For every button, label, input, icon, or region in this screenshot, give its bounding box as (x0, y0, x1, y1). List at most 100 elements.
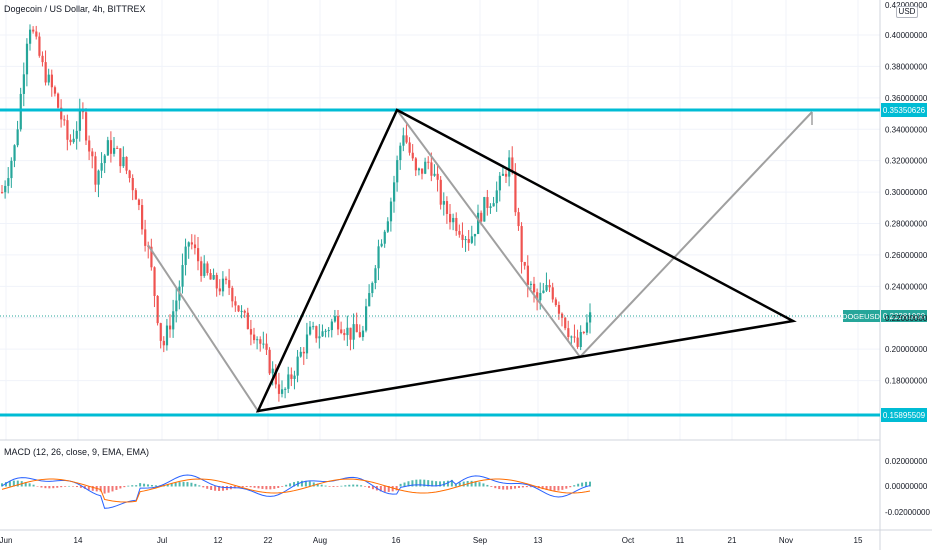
candle-body (268, 349, 271, 374)
candle-body (29, 29, 32, 44)
triangle-pattern (255, 108, 797, 413)
macd-hist-bar (150, 484, 153, 487)
candle-body (78, 110, 81, 131)
macd-hist-bar (541, 486, 544, 490)
candle-body (355, 324, 358, 333)
price-tick-label: 0.42000000 (885, 1, 928, 10)
macd-hist-bar (139, 483, 142, 487)
candle-body (50, 74, 53, 88)
macd-hist-bar (202, 486, 205, 488)
macd-hist-bar (210, 486, 213, 490)
macd-hist-bar (233, 486, 236, 489)
candle-body (131, 178, 134, 191)
candle-body (501, 173, 505, 176)
candle-body (19, 93, 22, 130)
macd-hist-bar (111, 486, 114, 492)
candle-body (495, 190, 498, 204)
candle-body (408, 142, 411, 153)
time-tick-label: Sep (473, 536, 488, 545)
macd-hist-bar (442, 481, 445, 487)
candle-body (200, 261, 203, 276)
candle-body (116, 147, 119, 149)
candle-body (100, 163, 103, 171)
horizontal-level-label: 0.15895509 (883, 411, 926, 420)
macd-hist-bar (79, 486, 82, 488)
macd-hist-bar (107, 486, 110, 493)
macd-hist-bar (431, 480, 434, 487)
candle-body (1, 192, 4, 194)
macd-hist-bar (435, 481, 438, 487)
macd-hist-bar (261, 486, 264, 489)
macd-hist-bar (182, 481, 185, 487)
price-tick-label: 0.18000000 (885, 377, 928, 386)
candle-body (16, 129, 19, 146)
macd-hist-bar (316, 483, 319, 487)
macd-hist-bar (56, 486, 59, 488)
candle-body (455, 217, 458, 232)
candle-body (374, 268, 377, 283)
macd-hist-bar (154, 485, 157, 487)
macd-hist-bar (52, 486, 55, 489)
candle-body (365, 306, 368, 331)
macd-hist-bar (24, 482, 27, 487)
candle-body (85, 112, 88, 141)
candle-body (561, 313, 564, 318)
time-tick-label: 12 (214, 536, 223, 545)
macd-hist-bar (68, 485, 71, 487)
candle-body (38, 36, 41, 56)
candle-body (262, 343, 265, 345)
candle-body (106, 140, 109, 156)
macd-hist-bar (391, 486, 394, 492)
candle-body (349, 327, 352, 340)
macd-hist-bar (364, 486, 367, 487)
candle-body (113, 147, 116, 154)
macd-hist-bar (87, 486, 90, 490)
macd-hist-bar (245, 486, 248, 487)
macd-hist-bar (403, 482, 406, 487)
macd-hist-bar (119, 486, 122, 489)
macd-hist-bar (320, 484, 323, 487)
candle-body (452, 217, 455, 223)
macd-hist-bar (324, 485, 327, 487)
candle-body (75, 130, 78, 139)
macd-hist-bar (545, 486, 548, 490)
candle-body (141, 205, 144, 230)
candle-body (234, 301, 237, 306)
macd-hist-bar (28, 483, 31, 487)
macd-hist-bar (123, 486, 126, 488)
macd-hist-bar (60, 486, 63, 488)
candle-body (539, 293, 542, 301)
candle-body (405, 135, 408, 143)
currency-button[interactable]: USD (896, 6, 918, 18)
candle-body (312, 326, 315, 328)
macd-hist-bar (565, 486, 568, 489)
price-tick-label: 0.36000000 (885, 94, 928, 103)
candle-body (545, 284, 548, 291)
macd-hist-bar (581, 482, 584, 487)
macd-hist-bar (486, 484, 489, 487)
candle-body (505, 173, 508, 177)
candle-body (225, 278, 228, 281)
price-tick-label: 0.24000000 (885, 282, 928, 291)
macd-hist-bar (490, 486, 493, 487)
candle-body (299, 351, 302, 357)
macd-hist-bar (506, 486, 509, 490)
candle-body (548, 284, 551, 288)
macd-hist-bar (293, 482, 296, 487)
macd-hist-bar (4, 482, 7, 487)
macd-hist-bar (147, 484, 150, 487)
candle-body (97, 170, 100, 185)
candle-body (327, 330, 330, 332)
macd-hist-bar (135, 485, 138, 487)
candle-body (498, 175, 501, 191)
macd-hist-bar (383, 486, 386, 492)
macd-hist-bar (194, 483, 197, 487)
candle-body (473, 233, 477, 237)
candle-body (215, 275, 218, 289)
candle-body (551, 287, 554, 300)
macd-hist-bar (115, 486, 118, 490)
price-tick-label: 0.38000000 (885, 62, 928, 71)
candle-body (340, 329, 343, 334)
macd-hist-bar (190, 482, 193, 487)
